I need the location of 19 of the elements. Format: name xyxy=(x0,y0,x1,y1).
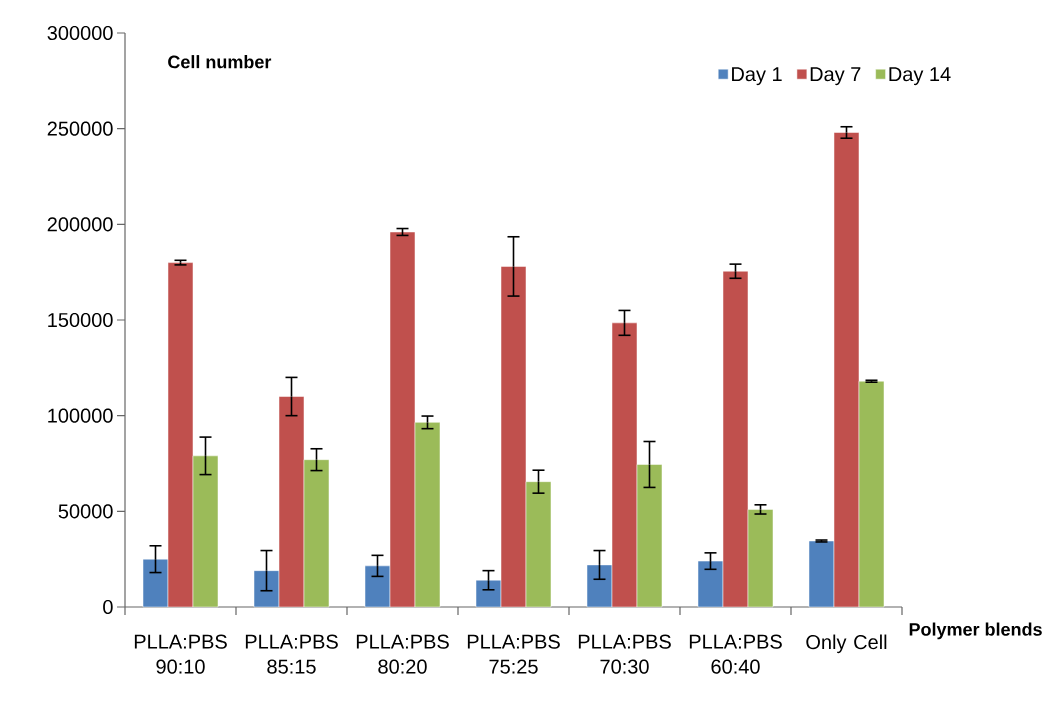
x-tick-label: PLLA:PBS 75:25 xyxy=(467,634,560,674)
x-tick-label: Only Cell xyxy=(806,634,887,654)
x-tick-label: PLLA:PBS 90:10 xyxy=(134,634,227,674)
y-tick-label: 100000 xyxy=(48,408,113,423)
legend-label: Day 7 xyxy=(810,67,861,86)
legend-label: Day 14 xyxy=(889,67,951,86)
x-tick-label: PLLA:PBS 85:15 xyxy=(245,634,338,674)
y-tick-label: 250000 xyxy=(47,121,113,136)
y-tick-label: 50000 xyxy=(58,504,113,519)
y-tick-label: 0 xyxy=(103,599,113,615)
y-tick-label: 300000 xyxy=(47,25,113,41)
x-tick-label: PLLA:PBS 80:20 xyxy=(356,634,449,674)
x-tick-label: PLLA:PBS 60:40 xyxy=(689,634,782,674)
x-axis-title: Polymer blends xyxy=(909,622,1042,640)
y-axis-title: Cell number xyxy=(168,55,272,69)
y-tick-label: 150000 xyxy=(48,312,113,328)
y-tick-label: 200000 xyxy=(47,217,113,232)
legend-label: Day 1 xyxy=(732,67,782,86)
x-tick-label: PLLA:PBS 70:30 xyxy=(578,634,671,674)
